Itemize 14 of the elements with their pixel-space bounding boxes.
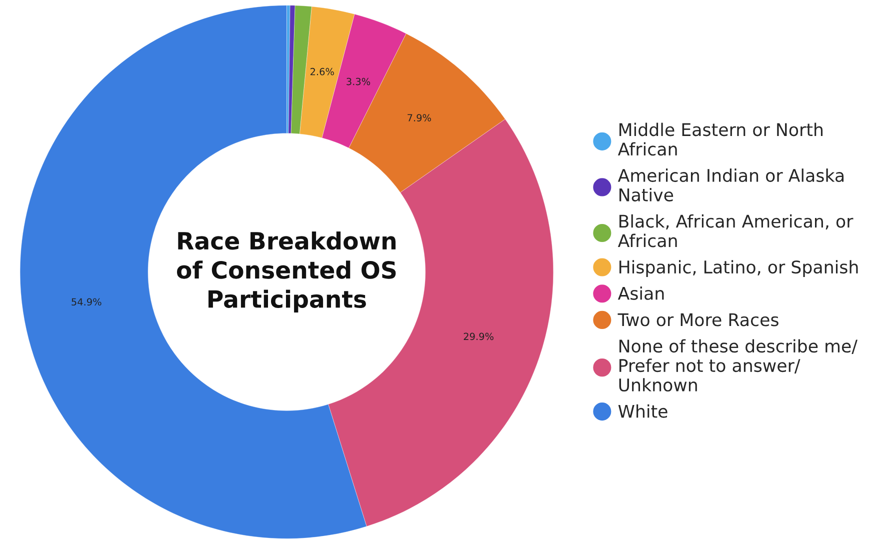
data-label: 54.9% [72,298,102,306]
legend-label: White [618,404,668,418]
legend-label: Middle Eastern or North African [618,122,823,156]
legend-label: Black, African American, or African [618,214,854,248]
data-label: 2.6% [310,68,334,76]
data-label: 3.3% [346,78,370,86]
legend-label: None of these describe me/ Prefer not to answer/ Unknown [619,339,858,392]
legend-label: American Indian or Alaska Native [618,168,844,202]
data-label: 7.9% [408,114,431,122]
legend-label: Hispanic, Latino, or Spanish [619,260,858,277]
data-label: 29.9% [464,332,494,340]
legend-label: Asian [618,286,664,300]
text: Race Breakdown of Consented OS Participants [176,231,396,313]
legend-label: Two or More Races [618,313,778,326]
